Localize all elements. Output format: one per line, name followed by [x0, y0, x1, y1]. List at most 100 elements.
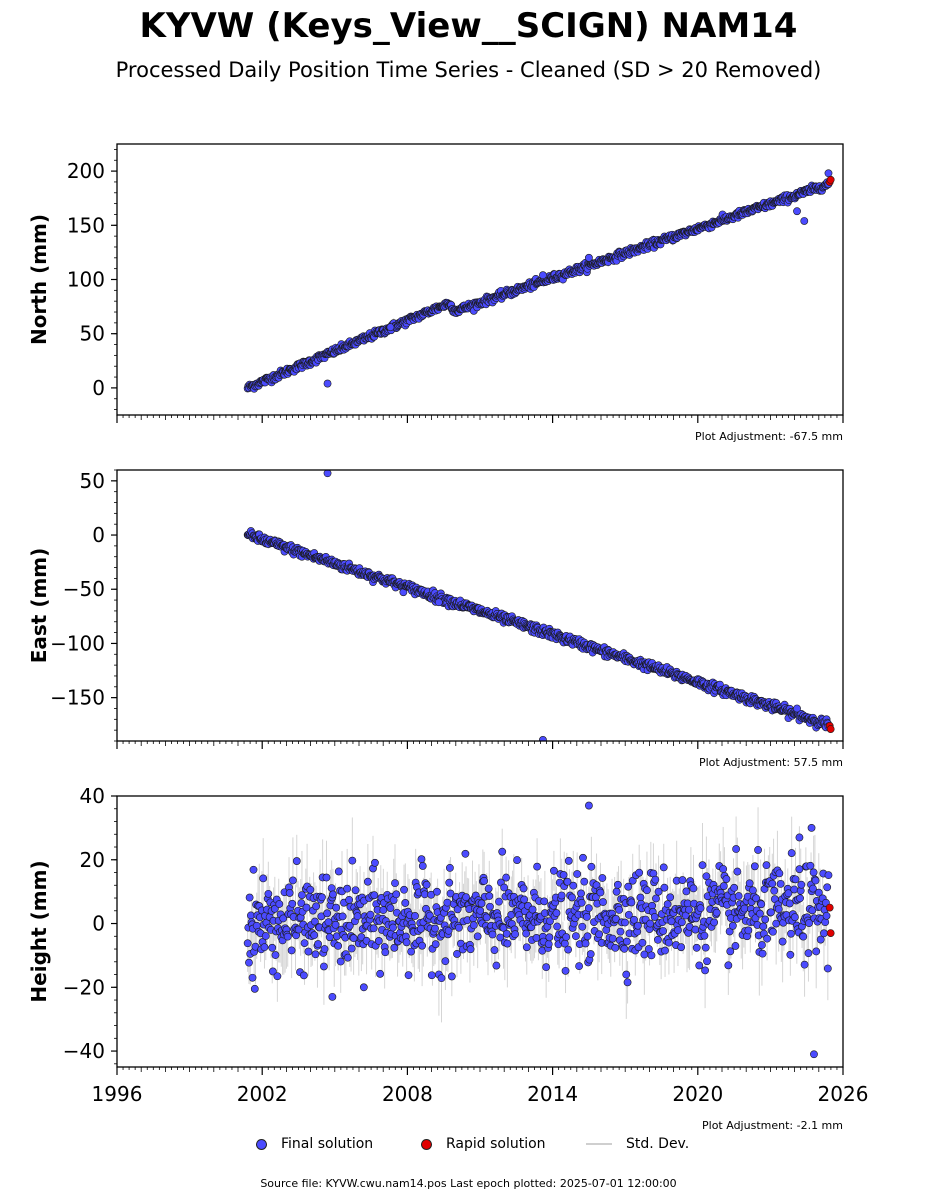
final-point — [550, 866, 558, 875]
final-point — [522, 929, 531, 938]
final-point — [663, 900, 672, 909]
final-point — [351, 886, 360, 895]
final-point — [328, 992, 337, 1001]
final-point — [778, 937, 787, 946]
final-point — [595, 930, 604, 939]
final-point — [748, 886, 757, 895]
final-point — [294, 925, 303, 934]
final-point — [292, 857, 301, 865]
final-point — [268, 967, 277, 976]
final-point — [612, 887, 621, 896]
final-point — [659, 863, 668, 872]
final-point — [270, 904, 279, 913]
final-point — [763, 934, 772, 943]
final-point — [311, 950, 320, 959]
final-point — [577, 889, 585, 898]
final-point — [613, 880, 622, 889]
final-point — [343, 884, 352, 893]
final-point — [791, 875, 800, 884]
final-point — [480, 876, 489, 885]
final-point — [539, 271, 547, 280]
final-point — [740, 904, 749, 913]
final-point — [490, 946, 499, 954]
final-point — [528, 905, 537, 914]
final-point — [545, 933, 554, 942]
final-point — [793, 207, 801, 216]
plot-adjustment-label: Plot Adjustment: -2.1 mm — [702, 1119, 843, 1132]
final-point — [336, 957, 345, 966]
final-point — [513, 856, 521, 864]
legend: Final solution Rapid solution Std. Dev. — [0, 1136, 937, 1158]
final-solution-points — [243, 470, 835, 741]
final-point — [647, 951, 656, 960]
final-point — [564, 945, 573, 954]
final-point — [734, 892, 743, 900]
final-point — [503, 939, 512, 948]
final-point — [553, 922, 562, 931]
final-point — [264, 889, 273, 898]
final-point — [577, 898, 586, 907]
final-point — [776, 879, 785, 888]
final-point — [744, 926, 753, 935]
final-point — [400, 885, 408, 894]
final-point — [689, 884, 698, 893]
final-point — [820, 929, 828, 938]
final-point — [762, 861, 771, 870]
final-point — [824, 169, 833, 178]
final-point — [446, 889, 455, 898]
final-point — [434, 598, 443, 607]
final-point — [302, 903, 311, 912]
final-point — [268, 943, 277, 952]
final-point — [447, 972, 456, 981]
final-point — [793, 704, 801, 713]
final-point — [621, 918, 629, 927]
final-point — [810, 1050, 818, 1059]
final-point — [823, 883, 832, 892]
final-point — [310, 917, 319, 926]
final-point — [795, 865, 804, 874]
final-point — [386, 904, 395, 912]
final-point — [498, 847, 507, 856]
final-point — [630, 915, 638, 924]
final-point — [392, 890, 401, 899]
final-point — [805, 919, 813, 927]
final-point — [611, 943, 620, 952]
final-point — [623, 978, 632, 987]
final-point — [587, 862, 596, 871]
final-point — [726, 947, 735, 956]
final-point — [371, 858, 379, 867]
final-point — [520, 895, 529, 904]
final-point — [314, 940, 322, 948]
legend-stddev: Std. Dev. — [586, 1136, 689, 1152]
final-point — [323, 909, 332, 918]
final-point — [300, 939, 309, 947]
final-point — [445, 878, 454, 887]
final-point — [492, 961, 501, 970]
final-point — [245, 958, 253, 967]
final-point — [540, 897, 549, 906]
plot-adjustment-label: Plot Adjustment: -67.5 mm — [695, 430, 843, 443]
y-tick-label: 0 — [92, 523, 105, 547]
final-point — [800, 960, 809, 969]
final-point — [431, 940, 440, 949]
final-point — [674, 926, 682, 935]
final-point — [539, 736, 547, 741]
final-point — [568, 893, 576, 902]
final-point — [441, 957, 450, 966]
final-point — [823, 964, 832, 973]
final-point — [444, 926, 453, 935]
final-point — [650, 913, 659, 921]
final-point — [370, 891, 379, 900]
rapid-marker-icon — [421, 1138, 432, 1150]
final-point — [666, 893, 675, 902]
final-point — [692, 943, 701, 952]
chart-subtitle: Processed Daily Position Time Series - C… — [115, 58, 822, 82]
legend-rapid: Rapid solution — [421, 1136, 546, 1152]
y-tick-label: −100 — [50, 631, 105, 655]
final-point — [569, 881, 578, 890]
final-point — [598, 874, 607, 882]
final-point — [391, 879, 399, 888]
final-point — [477, 899, 486, 908]
final-point — [770, 886, 779, 895]
